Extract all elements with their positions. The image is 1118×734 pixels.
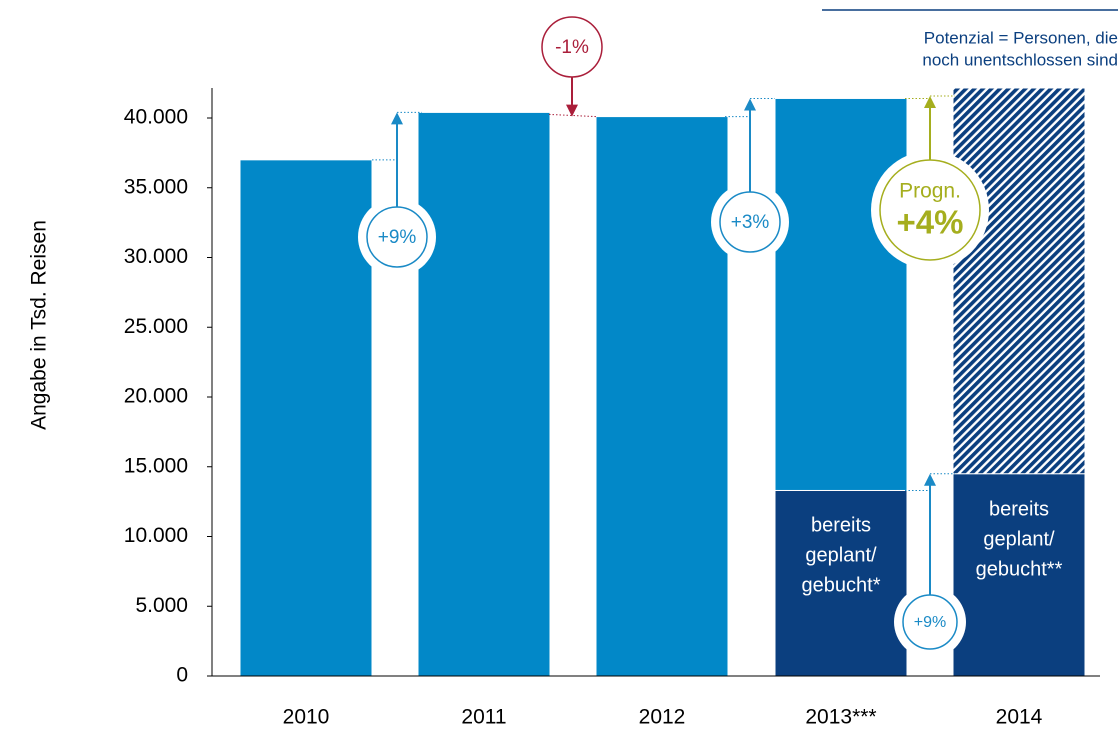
bar [774,97,908,491]
bubble [366,206,428,268]
y-axis-label: Angabe in Tsd. Reisen [28,220,51,430]
x-tick-label: 2012 [639,706,686,729]
bar-label: geplant/ [805,544,877,566]
bar-label: geplant/ [983,528,1055,550]
forecast-label: Progn. [899,180,961,203]
y-tick-label: 30.000 [124,245,188,268]
y-tick-label: 25.000 [124,315,188,338]
bar [952,473,1086,677]
forecast-value: +4% [897,204,964,241]
bar [417,111,551,677]
change-label: +9% [914,614,946,631]
y-tick-label: 5.000 [135,594,188,617]
bar [239,159,373,677]
arrow-head [391,112,403,125]
y-tick-label: 20.000 [124,385,188,408]
note: noch unentschlossen sind [922,50,1118,69]
y-tick-label: 35.000 [124,175,188,198]
bar-label: bereits [811,514,871,536]
bar-label: gebucht** [976,558,1063,580]
bubble [902,594,958,650]
arrow-head [924,473,936,486]
note: Potenzial = Personen, die [924,28,1118,47]
x-tick-label: 2013*** [805,706,876,729]
y-tick-label: 10.000 [124,524,188,547]
y-tick-label: 40.000 [124,106,188,129]
bubble [719,191,781,253]
change-label: +9% [378,227,417,248]
y-tick-label: 15.000 [124,454,188,477]
arrow-head [924,96,936,108]
bar [952,87,1086,475]
x-tick-label: 2011 [461,706,506,729]
arrow-head [566,104,578,117]
bar-label: bereits [989,498,1049,520]
x-tick-label: 2010 [283,706,330,729]
bubble [879,159,981,261]
arrow-head [744,98,756,111]
dotted-link [548,113,597,118]
bar [595,116,729,677]
bar-label: gebucht* [802,574,881,596]
change-label: -1% [555,37,589,58]
x-tick-label: 2014 [996,706,1043,729]
change-label: +3% [731,212,770,233]
y-tick-label: 0 [176,664,188,687]
